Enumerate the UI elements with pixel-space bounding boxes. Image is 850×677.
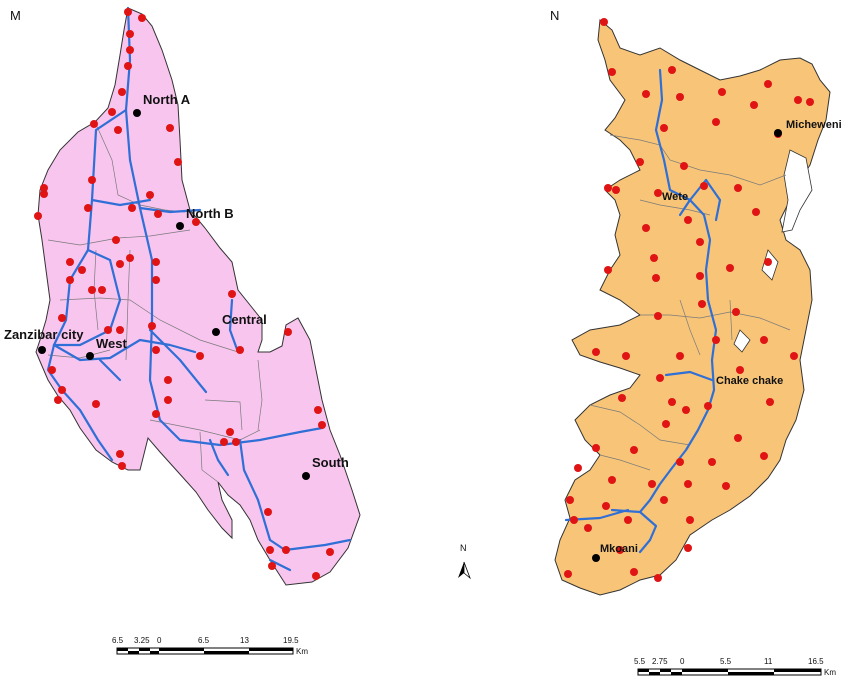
scale-tick: 6.5: [198, 636, 210, 645]
scale-tick: 3.25: [134, 636, 150, 645]
pemba-towns: [592, 129, 782, 562]
scale-tick: 6.5: [112, 636, 124, 645]
pemba-roads: [564, 68, 722, 554]
north-arrow-icon: [458, 561, 471, 580]
panel-label-n: N: [550, 8, 559, 23]
district-label: Zanzibar city: [4, 327, 84, 342]
scale-tick: 5.5: [634, 657, 646, 666]
district-label: Mkoani: [600, 543, 638, 555]
district-label: North A: [143, 92, 191, 107]
district-label: Chake chake: [716, 375, 783, 387]
scale-tick: 16.5: [808, 657, 824, 666]
scale-tick: 0: [680, 657, 685, 666]
scale-bar-right: [637, 668, 822, 676]
pemba-island: [554, 19, 831, 596]
district-label: West: [96, 336, 127, 351]
unguja-sample-points: [34, 8, 334, 580]
district-label: South: [312, 455, 349, 470]
north-arrow-label: N: [460, 543, 467, 553]
scale-tick: 19.5: [283, 636, 299, 645]
district-label: Wete: [662, 191, 688, 203]
unguja-island: [35, 7, 361, 586]
panel-label-m: M: [10, 8, 21, 23]
scale-unit: Km: [296, 647, 308, 656]
district-label: Central: [222, 312, 267, 327]
scale-tick: 11: [764, 657, 773, 666]
district-label: Micheweni: [786, 119, 842, 131]
district-label: North B: [186, 206, 234, 221]
unguja-roads: [46, 6, 352, 572]
scale-unit: Km: [824, 668, 836, 677]
unguja-towns: [38, 109, 310, 480]
scale-tick: 13: [240, 636, 249, 645]
scale-tick: 0: [157, 636, 162, 645]
scale-tick: 5.5: [720, 657, 732, 666]
scale-tick: 2.75: [652, 657, 668, 666]
scale-bar-left: [116, 647, 294, 655]
